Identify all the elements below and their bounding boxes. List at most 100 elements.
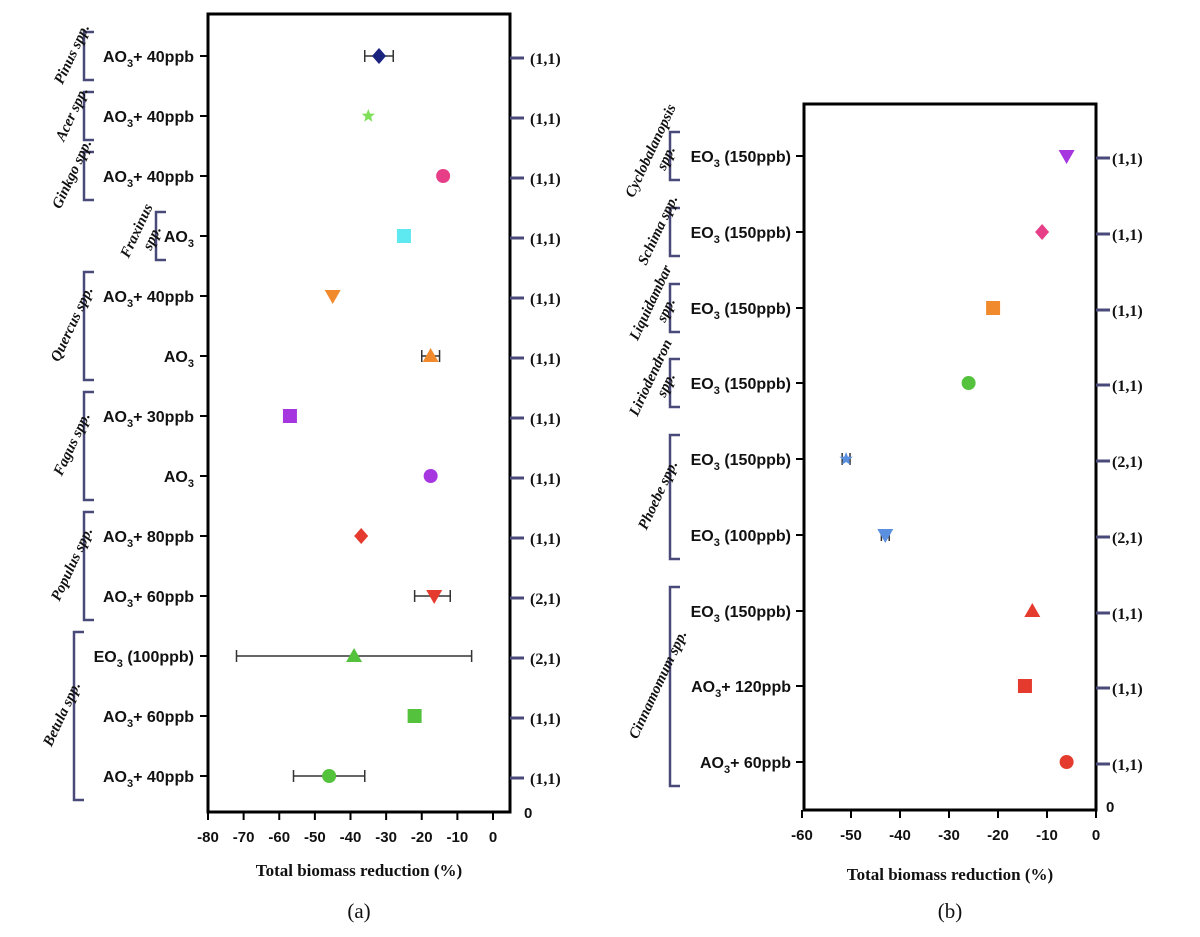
x-tick-label: -10 <box>447 829 469 846</box>
x-tick-label: -40 <box>340 829 362 846</box>
treatment-label: AO3 <box>164 229 194 250</box>
data-point <box>839 452 853 465</box>
panel-label: (a) <box>347 899 370 923</box>
x-tick-label: -50 <box>304 829 326 846</box>
plot-frame <box>206 12 512 814</box>
species-bracket <box>72 630 84 802</box>
treatment-label: AO3+ 80ppb <box>103 529 194 550</box>
replicate-label: (2,1) <box>1112 530 1143 547</box>
treatment-label: EO3 (150ppb) <box>691 225 791 246</box>
replicate-label: (1,1) <box>530 531 561 548</box>
species-label: Cinnamomum spp. <box>626 628 690 741</box>
x-axis-title: Total biomass reduction (%) <box>847 865 1053 884</box>
treatment-label: EO3 (150ppb) <box>691 301 791 322</box>
species-label: Liriodendronspp. <box>626 337 691 427</box>
treatment-label: AO3+ 40ppb <box>103 109 194 130</box>
species-label: Acer spp. <box>53 85 92 145</box>
species-bracket <box>82 90 94 142</box>
data-point <box>1058 150 1075 164</box>
species-bracket <box>668 282 680 334</box>
treatment-label: EO3 (150ppb) <box>691 149 791 170</box>
species-bracket <box>82 510 94 622</box>
replicate-label: (1,1) <box>1112 378 1143 395</box>
species-bracket <box>82 30 94 82</box>
treatment-label: AO3+ 120ppb <box>691 679 791 700</box>
species-label: Phoebe spp. <box>635 458 681 532</box>
replicate-label: (1,1) <box>530 51 561 68</box>
data-point <box>361 109 375 122</box>
x-tick-label: -30 <box>938 827 960 844</box>
x-tick-label: -60 <box>268 829 290 846</box>
data-point <box>324 290 341 304</box>
data-point <box>423 469 438 483</box>
species-bracket <box>668 433 680 561</box>
treatment-label: AO3 <box>164 349 194 370</box>
treatment-label: AO3+ 40ppb <box>103 169 194 190</box>
x-tick-label: -60 <box>791 827 813 844</box>
treatment-label: AO3+ 60ppb <box>103 709 194 730</box>
replicate-label: (1,1) <box>530 111 561 128</box>
treatment-label: EO3 (100ppb) <box>94 649 194 670</box>
species-label: Fagus spp. <box>50 410 93 479</box>
treatment-label: EO3 (100ppb) <box>691 528 791 549</box>
species-label: Populus spp. <box>48 525 96 604</box>
data-point <box>354 528 369 544</box>
x-tick-label: -80 <box>197 829 219 846</box>
species-bracket <box>668 357 680 409</box>
data-point <box>407 709 422 723</box>
replicate-label: (2,1) <box>530 591 561 608</box>
data-point <box>346 648 363 662</box>
right-zero-label: 0 <box>1106 799 1114 816</box>
species-label: Betula spp. <box>40 680 84 750</box>
treatment-label: EO3 (150ppb) <box>691 604 791 625</box>
data-point <box>961 376 976 390</box>
replicate-label: (1,1) <box>1112 303 1143 320</box>
species-label: Quercus spp. <box>48 284 97 364</box>
x-tick-label: 0 <box>489 829 497 846</box>
data-point <box>877 529 894 543</box>
treatment-label: AO3+ 40ppb <box>103 289 194 310</box>
data-point <box>1035 224 1050 240</box>
panel-a: -80 -70 -60 -50 -40 -30 -20 -10 0 Total biomass r… <box>40 12 561 923</box>
data-point <box>322 769 337 783</box>
treatment-label: AO3+ 60ppb <box>700 755 791 776</box>
species-bracket <box>82 390 94 502</box>
species-bracket <box>82 270 94 382</box>
x-tick-label: -40 <box>889 827 911 844</box>
replicate-label: (1,1) <box>1112 681 1143 698</box>
replicate-label: (1,1) <box>530 231 561 248</box>
x-tick-label: -20 <box>987 827 1009 844</box>
x-tick-label: 0 <box>1092 827 1100 844</box>
data-point <box>1024 603 1041 617</box>
replicate-label: (1,1) <box>530 291 561 308</box>
treatment-label: AO3+ 60ppb <box>103 589 194 610</box>
replicate-label: (1,1) <box>530 471 561 488</box>
species-bracket <box>668 206 680 258</box>
replicate-label: (1,1) <box>530 171 561 188</box>
replicate-label: (2,1) <box>1112 454 1143 471</box>
treatment-label: EO3 (150ppb) <box>691 452 791 473</box>
x-tick-label: -10 <box>1036 827 1058 844</box>
species-bracket <box>668 585 680 788</box>
data-point <box>1059 755 1074 769</box>
x-tick-label: -20 <box>411 829 433 846</box>
replicate-label: (1,1) <box>1112 227 1143 244</box>
replicate-label: (1,1) <box>530 711 561 728</box>
x-tick-label: -50 <box>840 827 862 844</box>
species-bracket <box>668 130 680 182</box>
data-point <box>396 229 411 243</box>
replicate-label: (1,1) <box>1112 757 1143 774</box>
panel-label: (b) <box>938 899 963 923</box>
data-point <box>436 169 451 183</box>
data-point <box>372 48 386 64</box>
replicate-label: (1,1) <box>530 411 561 428</box>
treatment-label: AO3+ 40ppb <box>103 49 194 70</box>
data-point <box>426 590 443 604</box>
data-point <box>986 301 1001 315</box>
replicate-label: (1,1) <box>1112 151 1143 168</box>
treatment-label: AO3+ 30ppb <box>103 409 194 430</box>
species-label: Liquidambarspp. <box>626 263 691 351</box>
x-axis-title: Total biomass reduction (%) <box>256 861 462 880</box>
